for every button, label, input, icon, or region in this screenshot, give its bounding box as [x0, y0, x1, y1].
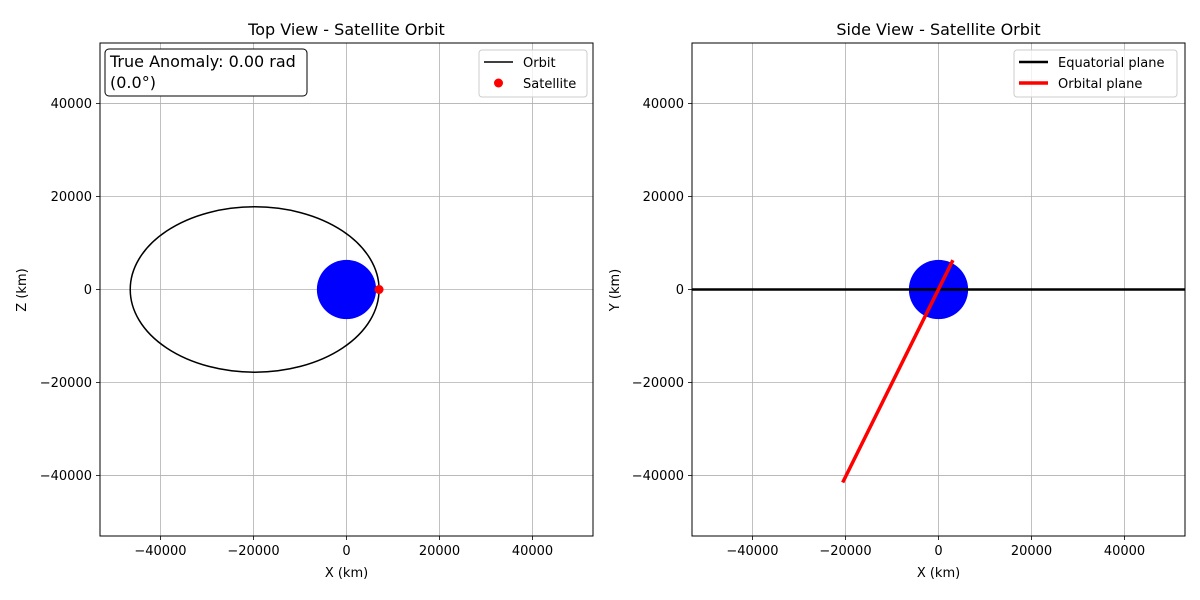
y-tick-label: −20000 [632, 376, 684, 391]
x-tick-label: 40000 [512, 544, 553, 559]
top-view-legend: Orbit Satellite [478, 49, 588, 98]
x-tick-label: −40000 [134, 544, 186, 559]
side-view-title: Side View - Satellite Orbit [836, 20, 1040, 39]
y-tick-label: 20000 [643, 190, 684, 205]
x-tick-label: 20000 [419, 544, 460, 559]
top-view-ylabel: Z (km) [15, 268, 30, 311]
y-tick-label: 20000 [51, 190, 92, 205]
x-tick-label: −40000 [726, 544, 778, 559]
top-view-title: Top View - Satellite Orbit [247, 20, 445, 39]
legend-orbit-label: Orbit [523, 56, 556, 71]
legend-orbital-label: Orbital plane [1058, 77, 1142, 92]
side-view-plot: −40000 −20000 0 20000 40000 −40000 −20000 0 2000… [608, 20, 1186, 581]
annotation-line-1: True Anomaly: 0.00 rad [109, 52, 296, 71]
side-view-ticks: −40000 −20000 0 20000 40000 −40000 −20000 0 2000… [632, 97, 1145, 559]
planet-earth [316, 259, 377, 320]
x-tick-label: −20000 [227, 544, 279, 559]
legend-satellite-swatch [494, 78, 503, 88]
orbital-plane-line [841, 259, 955, 484]
x-tick-label: 0 [342, 544, 350, 559]
x-tick-label: 40000 [1104, 544, 1145, 559]
y-tick-label: −40000 [632, 469, 684, 484]
top-view-plot: −40000 −20000 0 20000 40000 −40000 −20000 0 2000… [15, 20, 594, 581]
x-tick-label: 0 [934, 544, 942, 559]
top-view-ticks: −40000 −20000 0 20000 40000 −40000 −20000 0 2000… [40, 97, 553, 559]
top-view-xlabel: X (km) [325, 566, 368, 581]
y-tick-label: 40000 [51, 97, 92, 112]
legend-equatorial-label: Equatorial plane [1058, 56, 1164, 71]
annotation-line-2: (0.0°) [110, 73, 156, 92]
x-tick-label: 20000 [1011, 544, 1052, 559]
side-view-xlabel: X (km) [917, 566, 960, 581]
y-tick-label: 40000 [643, 97, 684, 112]
side-view-ylabel: Y (km) [608, 269, 623, 312]
x-tick-label: −20000 [819, 544, 871, 559]
y-tick-label: −20000 [40, 376, 92, 391]
y-tick-label: 0 [84, 283, 92, 298]
side-view-legend: Equatorial plane Orbital plane [1013, 49, 1178, 98]
top-view-plot-area [129, 206, 384, 373]
y-tick-label: 0 [676, 283, 684, 298]
annotation-box [104, 48, 308, 97]
true-anomaly-annotation: True Anomaly: 0.00 rad (0.0°) [104, 48, 308, 97]
side-view-plot-area [692, 259, 1185, 484]
legend-frame [1013, 49, 1178, 98]
satellite-point [374, 285, 384, 294]
y-tick-label: −40000 [40, 469, 92, 484]
legend-satellite-label: Satellite [523, 77, 576, 92]
